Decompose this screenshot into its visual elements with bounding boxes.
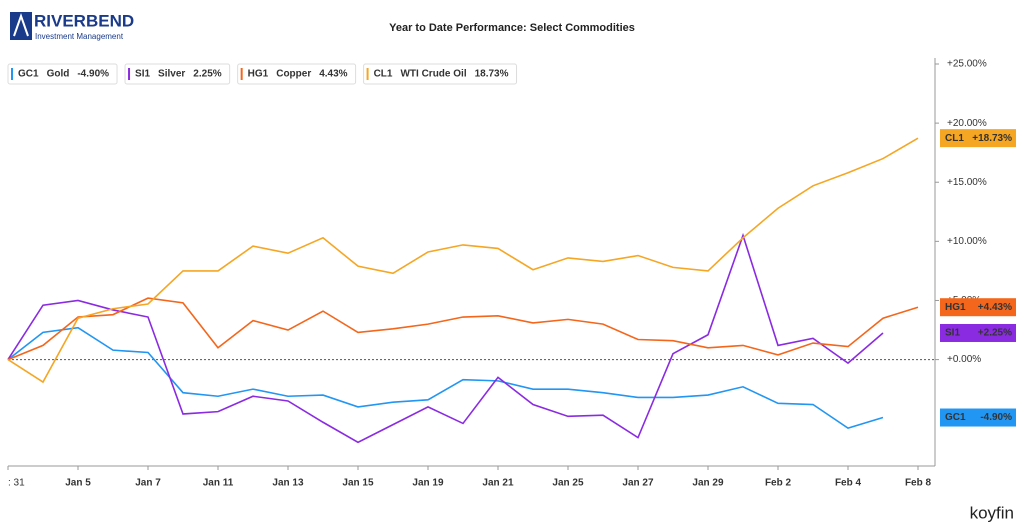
- x-tick-label: Feb 2: [765, 478, 792, 489]
- end-tag-box: [940, 129, 1016, 148]
- legend-item: GC1 Gold -4.90%: [7, 63, 118, 85]
- logo: RIVERBEND Investment Management: [10, 11, 134, 41]
- watermark: koyfin: [970, 503, 1014, 522]
- x-tick-label: Feb 4: [835, 478, 862, 489]
- legend-name: Silver: [158, 69, 185, 80]
- end-tag-ticker: GC1: [945, 412, 966, 423]
- y-tick-label: +10.00%: [947, 236, 987, 247]
- end-tag-ticker: HG1: [945, 302, 966, 313]
- y-tick-label: +20.00%: [947, 118, 987, 129]
- end-tag-ticker: CL1: [945, 133, 964, 144]
- legend-ticker: HG1: [248, 69, 269, 80]
- chart-title: Year to Date Performance: Select Commodi…: [389, 22, 635, 34]
- legend-ticker: GC1: [18, 69, 39, 80]
- x-tick-label: Jan 21: [482, 478, 514, 489]
- end-tag-box: [940, 408, 1016, 427]
- legend-box: [124, 63, 231, 85]
- end-tag: CL1 +18.73%: [940, 129, 1016, 148]
- legend-box: [237, 63, 357, 85]
- x-tick-label: Jan 7: [135, 478, 161, 489]
- end-tag: SI1 +2.25%: [940, 323, 1016, 342]
- x-tick-label: Jan 25: [552, 478, 584, 489]
- series-line: [7, 232, 884, 444]
- end-tag: GC1 -4.90%: [940, 408, 1016, 427]
- x-tick-label: Feb 8: [905, 478, 932, 489]
- end-tag-box: [940, 298, 1016, 317]
- end-tag-ticker: SI1: [945, 328, 960, 339]
- series-line: [7, 326, 884, 430]
- y-tick-label: +0.00%: [947, 354, 981, 365]
- series-line: [7, 137, 919, 384]
- legend-value: -4.90%: [77, 69, 109, 80]
- brand: RIVERBEND: [34, 11, 134, 30]
- y-tick-label: +25.00%: [947, 59, 987, 70]
- legend-ticker: CL1: [374, 69, 393, 80]
- legend-item: HG1 Copper 4.43%: [237, 63, 357, 85]
- logo-glyph: [13, 12, 29, 37]
- x-tick-label: Jan 5: [65, 478, 91, 489]
- end-tag-box: [940, 323, 1016, 342]
- brand-subtitle: Investment Management: [35, 32, 124, 41]
- legend-value: 18.73%: [475, 69, 509, 80]
- end-tag-value: -4.90%: [980, 412, 1012, 423]
- x-tick-label: Jan 19: [412, 478, 444, 489]
- legend-name: WTI Crude Oil: [400, 69, 466, 80]
- legend-name: Copper: [276, 69, 311, 80]
- y-tick-label: +15.00%: [947, 177, 987, 188]
- end-tag-value: +4.43%: [978, 302, 1012, 313]
- x-tick-label: Jan 11: [203, 478, 234, 489]
- x-tick-label: Jan 27: [622, 478, 654, 489]
- end-tag: HG1 +4.43%: [940, 298, 1016, 317]
- x-tick-label: Jan 15: [342, 478, 374, 489]
- legend-ticker: SI1: [135, 69, 150, 80]
- legend-box: [363, 63, 518, 85]
- legend-box: [7, 63, 118, 85]
- x-tick-label: Jan 13: [272, 478, 304, 489]
- x-tick-label: Jan 29: [692, 478, 724, 489]
- end-tag-value: +2.25%: [978, 328, 1012, 339]
- series-line: [7, 297, 919, 361]
- legend-item: SI1 Silver 2.25%: [124, 63, 231, 85]
- end-tag-value: +18.73%: [972, 133, 1012, 144]
- legend-value: 2.25%: [193, 69, 221, 80]
- legend-value: 4.43%: [319, 69, 347, 80]
- legend-item: CL1 WTI Crude Oil 18.73%: [363, 63, 518, 85]
- x-tick-label: : 31: [8, 478, 25, 489]
- legend-name: Gold: [47, 69, 70, 80]
